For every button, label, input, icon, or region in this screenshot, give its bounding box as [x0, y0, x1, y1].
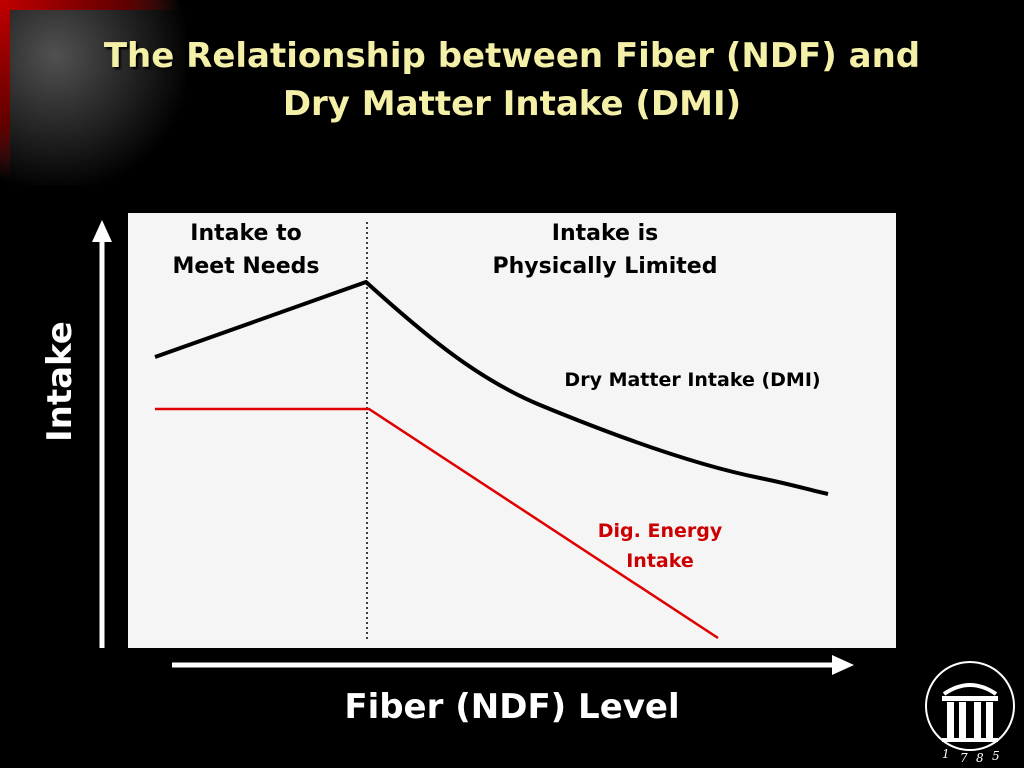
region-label-meet-needs: Intake to Meet Needs [146, 217, 346, 283]
region-right-line-1: Intake is [551, 221, 659, 246]
arch-logo-icon: 1 7 8 5 [925, 661, 1015, 764]
dig-energy-label: Dig. Energy Intake [570, 516, 750, 576]
dig-energy-label-line-1: Dig. Energy [597, 520, 723, 542]
corner-red-accent-top [0, 0, 180, 10]
x-axis-label: Fiber (NDF) Level [344, 687, 680, 727]
dmi-curve-label: Dry Matter Intake (DMI) [564, 369, 821, 391]
logo-digit-1: 1 [942, 747, 950, 761]
logo-digit-3: 8 [976, 751, 984, 764]
logo-digit-2: 7 [960, 751, 968, 764]
y-axis-label: Intake [40, 321, 80, 442]
dig-energy-label-line-2: Intake [626, 550, 694, 572]
dmi-curve [154, 280, 829, 496]
region-label-physically-limited: Intake is Physically Limited [440, 217, 770, 283]
corner-decoration [0, 0, 185, 185]
corner-red-accent-left [0, 0, 10, 180]
title-line-2: Dry Matter Intake (DMI) [282, 84, 742, 124]
region-left-line-1: Intake to [190, 221, 302, 246]
slide-title: The Relationship between Fiber (NDF) and… [60, 32, 964, 128]
region-right-line-2: Physically Limited [492, 254, 718, 279]
region-left-line-2: Meet Needs [172, 254, 320, 279]
plot-area [128, 213, 896, 648]
dig-energy-line [155, 407, 719, 640]
title-line-1: The Relationship between Fiber (NDF) and [103, 36, 921, 76]
x-axis-arrowhead [832, 655, 854, 675]
logo-digit-4: 5 [992, 749, 1000, 763]
y-axis-arrowhead [92, 220, 112, 242]
